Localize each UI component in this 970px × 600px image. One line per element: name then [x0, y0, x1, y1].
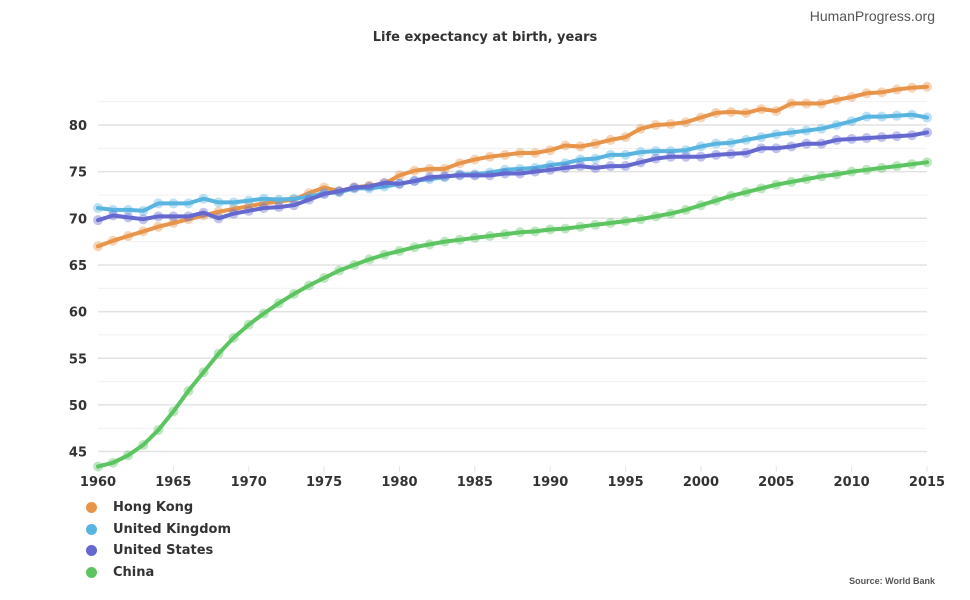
x-tick-label: 1995: [607, 475, 643, 490]
y-tick-label: 75: [69, 166, 87, 181]
series-lines: [93, 81, 932, 472]
x-tick-label: 2010: [834, 475, 870, 490]
series-line: [96, 84, 929, 249]
y-tick-label: 65: [69, 259, 87, 274]
legend-label: Hong Kong: [113, 500, 194, 516]
series-line: [96, 160, 929, 469]
legend: Hong Kong United Kingdom United States C…: [86, 497, 231, 583]
legend-swatch: [86, 502, 97, 514]
legend-swatch: [86, 523, 97, 535]
x-tick-label: 1980: [381, 475, 417, 490]
brand-link[interactable]: HumanProgress.org: [809, 8, 935, 24]
legend-item-hong-kong[interactable]: Hong Kong: [86, 497, 231, 519]
y-tick-label: 55: [69, 352, 87, 367]
legend-swatch: [86, 545, 97, 557]
y-tick-label: 70: [69, 212, 87, 227]
gridlines: [98, 101, 927, 453]
legend-swatch: [86, 566, 97, 578]
x-tick-label: 1960: [80, 475, 116, 490]
chart-title: Life expectancy at birth, years: [372, 30, 598, 45]
legend-item-united-kingdom[interactable]: United Kingdom: [86, 519, 231, 541]
legend-label: United States: [113, 543, 214, 559]
y-axis: 45 50 55 60 65 70 75 80: [69, 119, 87, 461]
source-note: Source: World Bank: [849, 576, 935, 586]
legend-item-china[interactable]: China: [86, 562, 231, 584]
legend-item-united-states[interactable]: United States: [86, 540, 231, 562]
x-tick-label: 1990: [532, 475, 568, 490]
legend-label: United Kingdom: [113, 521, 232, 537]
x-tick-label: 1970: [231, 475, 267, 490]
y-tick-label: 60: [69, 306, 87, 321]
x-tick-label: 2005: [758, 475, 794, 490]
series-line: [96, 112, 929, 213]
x-axis: 1960 1965 1970 1975 1980 1985 1990 1995 2000 2005…: [80, 466, 945, 490]
series-united-states: [93, 127, 932, 226]
series-hong-kong: [93, 81, 932, 252]
y-tick-label: 50: [69, 399, 87, 414]
x-tick-label: 1985: [457, 475, 493, 490]
series-china: [93, 157, 932, 472]
x-tick-label: 2015: [909, 475, 945, 490]
y-tick-label: 80: [69, 119, 87, 134]
series-line: [96, 130, 929, 223]
x-tick-label: 2000: [683, 475, 719, 490]
x-tick-label: 1965: [155, 475, 191, 490]
y-tick-label: 45: [69, 446, 87, 461]
legend-label: China: [113, 564, 155, 580]
x-tick-label: 1975: [306, 475, 342, 490]
